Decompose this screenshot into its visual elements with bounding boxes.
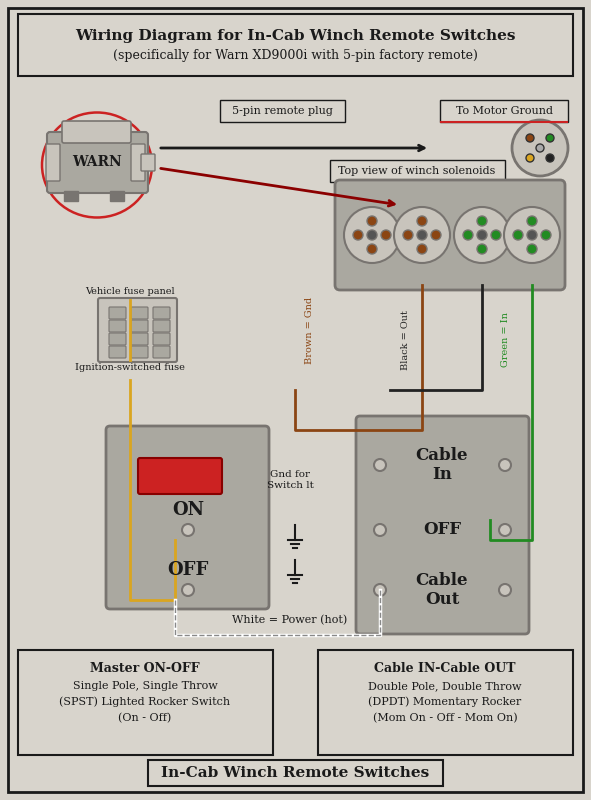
FancyBboxPatch shape [153,307,170,319]
Circle shape [477,244,487,254]
Circle shape [182,524,194,536]
Text: Double Pole, Double Throw: Double Pole, Double Throw [368,681,522,691]
Circle shape [499,459,511,471]
Circle shape [504,207,560,263]
FancyBboxPatch shape [330,160,505,182]
FancyBboxPatch shape [47,132,148,193]
Text: In-Cab Winch Remote Switches: In-Cab Winch Remote Switches [161,766,429,780]
Circle shape [344,207,400,263]
Circle shape [374,584,386,596]
Text: Top view of winch solenoids: Top view of winch solenoids [338,166,496,176]
Circle shape [353,230,363,240]
Circle shape [499,524,511,536]
FancyBboxPatch shape [62,121,131,143]
Text: White = Power (hot): White = Power (hot) [232,615,348,625]
Text: (specifically for Warn XD9000i with 5-pin factory remote): (specifically for Warn XD9000i with 5-pi… [112,50,478,62]
FancyBboxPatch shape [46,144,60,181]
Circle shape [491,230,501,240]
Text: Cable IN-Cable OUT: Cable IN-Cable OUT [374,662,516,674]
FancyBboxPatch shape [109,333,126,345]
FancyBboxPatch shape [131,307,148,319]
FancyBboxPatch shape [18,650,273,755]
Text: Wiring Diagram for In-Cab Winch Remote Switches: Wiring Diagram for In-Cab Winch Remote S… [74,29,515,43]
Circle shape [477,216,487,226]
Circle shape [374,459,386,471]
Circle shape [367,216,377,226]
FancyBboxPatch shape [109,320,126,332]
FancyBboxPatch shape [109,346,126,358]
Text: Vehicle fuse panel: Vehicle fuse panel [85,287,175,297]
Circle shape [431,230,441,240]
Text: Black = Out: Black = Out [401,310,410,370]
Text: Brown = Gnd: Brown = Gnd [306,297,314,363]
Text: ON: ON [172,501,204,519]
FancyBboxPatch shape [153,320,170,332]
Circle shape [477,230,487,240]
Circle shape [403,230,413,240]
Text: OFF: OFF [167,561,209,579]
Circle shape [546,134,554,142]
Circle shape [417,244,427,254]
Circle shape [182,584,194,596]
FancyBboxPatch shape [138,458,222,494]
Circle shape [546,154,554,162]
Text: Cable
In: Cable In [415,446,468,483]
FancyBboxPatch shape [148,760,443,786]
Circle shape [417,230,427,240]
FancyBboxPatch shape [141,154,155,171]
FancyBboxPatch shape [131,333,148,345]
FancyBboxPatch shape [153,346,170,358]
FancyBboxPatch shape [109,307,126,319]
Bar [64,191,78,201]
Text: To Motor Ground: To Motor Ground [456,106,553,116]
Circle shape [463,230,473,240]
Circle shape [536,144,544,152]
Circle shape [527,216,537,226]
Text: Green = In: Green = In [501,313,509,367]
Circle shape [541,230,551,240]
Text: (Mom On - Off - Mom On): (Mom On - Off - Mom On) [373,713,517,723]
FancyBboxPatch shape [318,650,573,755]
Circle shape [527,244,537,254]
FancyBboxPatch shape [220,100,345,122]
FancyBboxPatch shape [98,298,177,362]
Text: Ignition-switched fuse: Ignition-switched fuse [75,363,185,373]
Circle shape [394,207,450,263]
Text: Gnd for
Switch lt: Gnd for Switch lt [267,470,313,490]
FancyBboxPatch shape [8,8,583,792]
Circle shape [367,230,377,240]
Circle shape [526,154,534,162]
Circle shape [381,230,391,240]
FancyBboxPatch shape [18,14,573,76]
FancyBboxPatch shape [131,346,148,358]
Circle shape [417,216,427,226]
Text: Single Pole, Single Throw: Single Pole, Single Throw [73,681,217,691]
Circle shape [374,524,386,536]
FancyBboxPatch shape [356,416,529,634]
Bar [110,191,124,201]
Text: Cable
Out: Cable Out [415,572,468,608]
FancyBboxPatch shape [153,333,170,345]
Text: OFF: OFF [423,522,461,538]
Circle shape [513,230,523,240]
Text: (SPST) Lighted Rocker Switch: (SPST) Lighted Rocker Switch [60,697,230,707]
FancyBboxPatch shape [131,144,145,181]
Text: 5-pin remote plug: 5-pin remote plug [232,106,332,116]
Circle shape [499,584,511,596]
FancyBboxPatch shape [106,426,269,609]
Circle shape [527,230,537,240]
Text: (On - Off): (On - Off) [118,713,171,723]
Text: (DPDT) Momentary Rocker: (DPDT) Momentary Rocker [368,697,522,707]
Text: Master ON-OFF: Master ON-OFF [90,662,200,674]
Circle shape [512,120,568,176]
Circle shape [367,244,377,254]
FancyBboxPatch shape [131,320,148,332]
FancyBboxPatch shape [335,180,565,290]
Circle shape [454,207,510,263]
FancyBboxPatch shape [440,100,568,122]
Text: WARN: WARN [72,155,122,169]
Circle shape [526,134,534,142]
